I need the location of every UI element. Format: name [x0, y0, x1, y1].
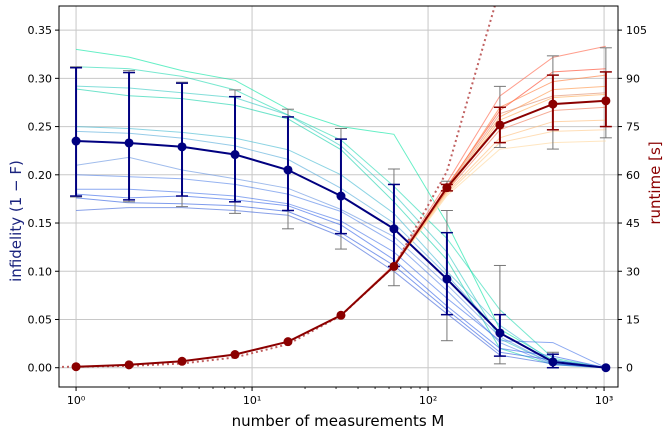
y-right-tick-label-1: 15: [626, 313, 640, 326]
y-left-tick-label-5: 0.25: [28, 121, 53, 134]
y-right-tick-label-3: 45: [626, 217, 640, 230]
infidelity-point-3: [230, 150, 240, 160]
y-right-tick-label-4: 60: [626, 169, 640, 182]
runtime-point-2: [177, 356, 187, 366]
runtime-point-6: [389, 261, 399, 271]
infidelity-point-5: [336, 191, 346, 201]
y-right-tick-label-5: 75: [626, 121, 640, 134]
mean-series: [71, 96, 611, 373]
infidelity-point-8: [495, 328, 505, 338]
infidelity-point-1: [124, 138, 134, 148]
runtime-point-4: [283, 337, 293, 347]
infidelity-point-9: [548, 357, 558, 367]
y-right-tick-label-6: 90: [626, 72, 640, 85]
y-left-tick-label-3: 0.15: [28, 217, 53, 230]
infidelity-point-0: [71, 136, 81, 146]
infidelity-point-10: [601, 363, 611, 373]
x-tick-label-0: 10⁰: [67, 394, 86, 407]
y-left-tick-label-7: 0.35: [28, 24, 53, 37]
grid-lines: [59, 6, 618, 387]
y-right-tick-label-7: 105: [626, 24, 647, 37]
y-left-tick-label-4: 0.20: [28, 169, 53, 182]
y-axis-label-left: infidelity (1 − F): [7, 160, 25, 282]
infidelity-run-0: [76, 48, 606, 369]
plot-frame: [58, 5, 619, 388]
y-left-tick-label-6: 0.30: [28, 72, 53, 85]
infidelity-point-6: [389, 224, 399, 234]
y-left-tick-label-1: 0.05: [28, 313, 53, 326]
x-tick-label-2: 10²: [419, 394, 437, 407]
y-left-tick-label-0: 0.00: [28, 362, 53, 375]
y-right-tick-label-0: 0: [626, 362, 633, 375]
infidelity-point-7: [442, 274, 452, 284]
x-axis-label: number of measurements M: [232, 412, 445, 430]
x-tick-label-3: 10³: [595, 394, 613, 407]
runtime-point-3: [230, 350, 240, 360]
x-tick-label-1: 10¹: [243, 394, 261, 407]
runtime-point-8: [495, 120, 505, 130]
y-left-tick-label-2: 0.10: [28, 265, 53, 278]
runtime-fit-line: [59, 6, 496, 368]
runtime-point-1: [124, 360, 134, 370]
runtime-point-9: [548, 99, 558, 109]
runtime-point-7: [442, 183, 452, 193]
runtime-fit: [59, 6, 496, 368]
y-axis-label-right: runtime [s]: [646, 141, 664, 224]
infidelity-point-2: [177, 142, 187, 152]
runtime-point-10: [601, 96, 611, 106]
axis-ticks: 10⁰ 10¹ 10² 10³ 0.00 0.05 0.10 0.15 0.20 0.25 0.30…: [28, 24, 648, 407]
runtime-point-5: [336, 310, 346, 320]
y-right-tick-label-2: 30: [626, 265, 640, 278]
infidelity-point-4: [283, 165, 293, 175]
runtime-point-0: [71, 362, 81, 372]
